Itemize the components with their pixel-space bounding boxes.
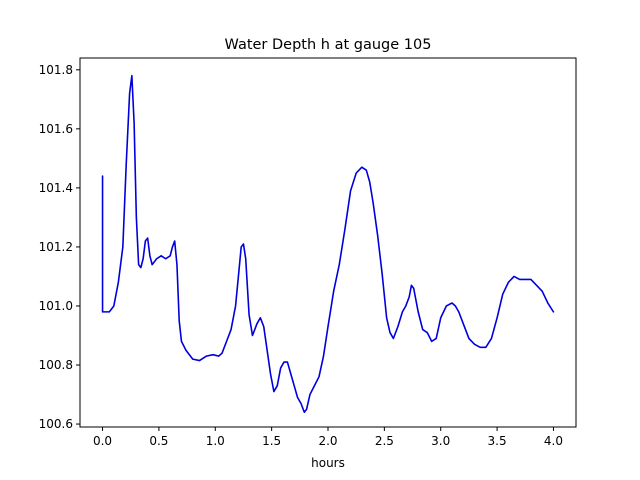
plot-frame (79, 57, 577, 428)
x-tick-label: 0.5 (149, 434, 168, 448)
x-tick-label: 0.0 (93, 434, 112, 448)
x-axis: 0.0 0.5 1.0 1.5 2.0 2.5 3.0 3.5 4.0 (93, 427, 563, 448)
x-tick-label: 1.5 (262, 434, 281, 448)
series-line (101, 74, 555, 414)
x-tick-label: 3.0 (431, 434, 450, 448)
y-tick-label: 100.6 (39, 417, 73, 431)
x-tick-label: 4.0 (544, 434, 563, 448)
x-axis-label: hours (311, 456, 345, 470)
y-tick-label: 101.4 (39, 181, 73, 195)
x-tick-label: 2.5 (375, 434, 394, 448)
y-tick-label: 101.0 (39, 299, 73, 313)
plot-area (101, 74, 555, 414)
x-tick-label: 1.0 (206, 434, 225, 448)
y-tick-label: 101.8 (39, 63, 73, 77)
x-tick-label: 3.5 (488, 434, 507, 448)
y-tick-label: 100.8 (39, 358, 73, 372)
chart-title: Water Depth h at gauge 105 (225, 37, 432, 53)
x-tick-label: 2.0 (318, 434, 337, 448)
y-axis: 100.6 100.8 101.0 101.2 101.4 101.6 101.8 (39, 63, 80, 431)
y-tick-label: 101.6 (39, 122, 73, 136)
y-tick-label: 101.2 (39, 240, 73, 254)
